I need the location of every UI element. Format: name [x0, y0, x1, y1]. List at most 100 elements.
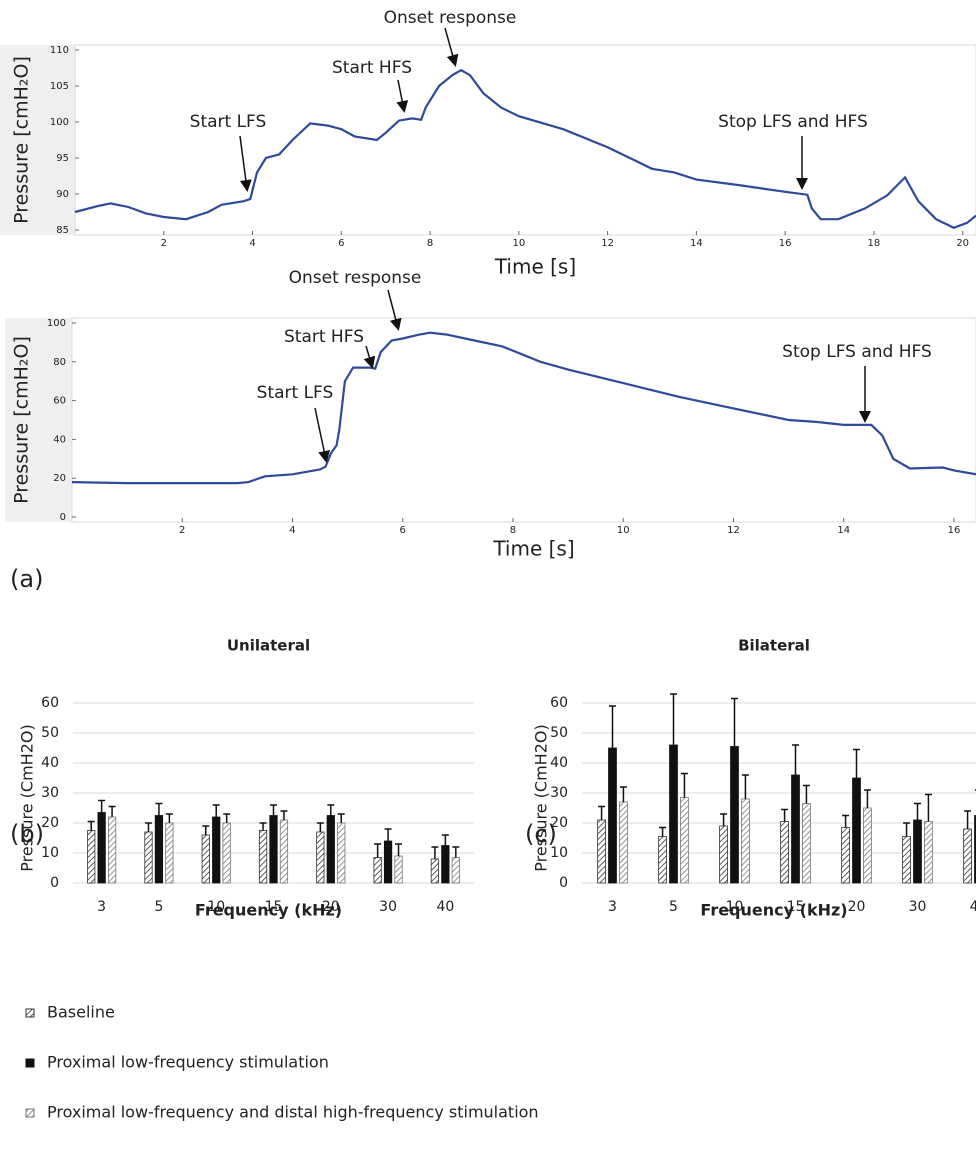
bar	[326, 815, 335, 884]
panel-label: (b)	[10, 820, 44, 848]
legend-swatch	[25, 1008, 35, 1018]
x-tick-label: 16	[779, 238, 792, 249]
x-tick-label: 30	[379, 899, 397, 915]
bar	[924, 821, 933, 884]
plot-area	[74, 44, 976, 236]
bar	[680, 797, 689, 884]
error-bar	[731, 697, 738, 747]
bar	[780, 821, 789, 884]
bar	[154, 815, 164, 884]
bar	[394, 855, 403, 884]
x-tick-label: 20	[322, 899, 340, 915]
chart-title: Unilateral	[227, 637, 310, 655]
x-tick-label: 5	[154, 899, 163, 915]
x-tick-label: 15	[787, 899, 805, 915]
y-tick-label: 20	[550, 815, 568, 831]
error-bar	[924, 793, 932, 822]
error-bar	[384, 828, 392, 841]
bar	[963, 828, 972, 884]
bar	[669, 744, 678, 884]
bar	[741, 798, 750, 884]
bar	[619, 801, 628, 884]
y-tick-label: 30	[550, 785, 568, 801]
x-tick-label: 2	[179, 525, 185, 536]
annotation: Start HFS	[332, 58, 412, 78]
y-tick-label: 40	[41, 755, 59, 771]
bar	[441, 845, 450, 884]
x-tick-label: 30	[909, 899, 927, 915]
bar	[383, 840, 393, 884]
y-tick-label: 0	[50, 875, 59, 891]
y-tick-label: 40	[550, 755, 568, 771]
bar	[451, 857, 460, 884]
y-tick-label: 100	[50, 117, 69, 128]
y-axis-label: Pressure (CmH2O)	[18, 724, 37, 871]
x-tick-label: 12	[727, 525, 740, 536]
error-bar	[720, 813, 728, 826]
x-axis-label: Time [s]	[494, 255, 576, 279]
x-tick-label: 20	[956, 238, 969, 249]
bar	[107, 816, 117, 884]
error-bar	[316, 822, 324, 832]
y-tick-label: 90	[56, 189, 69, 200]
error-bar	[223, 813, 231, 823]
plot-area	[71, 317, 976, 523]
error-bar	[680, 772, 688, 798]
bar	[802, 803, 811, 884]
legend-label: Proximal low-frequency stimulation	[47, 1053, 329, 1072]
y-axis-label: Pressure [cmH₂O]	[11, 336, 33, 504]
error-bar	[452, 846, 460, 858]
data-line	[71, 331, 976, 485]
bar	[430, 858, 440, 884]
y-axis-label: Pressure [cmH₂O]	[11, 56, 33, 224]
y-tick-label: 30	[41, 785, 59, 801]
x-tick-label: 12	[601, 238, 614, 249]
bar	[608, 747, 617, 884]
error-bar	[259, 822, 267, 831]
x-tick-label: 40	[970, 899, 976, 915]
x-tick-label: 3	[608, 899, 617, 915]
y-tick-label: 20	[53, 473, 66, 484]
bar	[87, 830, 96, 884]
y-tick-label: 10	[550, 845, 568, 861]
error-bar	[270, 804, 277, 816]
y-tick-label: 110	[50, 45, 69, 56]
x-tick-label: 6	[400, 525, 406, 536]
error-bar	[374, 843, 382, 858]
bar	[97, 812, 106, 884]
annotation-arrow	[363, 345, 376, 369]
error-bar	[659, 826, 667, 837]
y-tick-label: 50	[41, 725, 59, 741]
annotation: Onset response	[289, 268, 422, 288]
bar	[852, 777, 861, 884]
y-tick-label: 20	[41, 815, 59, 831]
error-bar	[155, 802, 163, 816]
bar	[258, 830, 268, 884]
error-bar	[337, 813, 345, 823]
error-bar	[108, 805, 116, 817]
annotation: Start HFS	[284, 327, 364, 347]
x-tick-label: 3	[97, 899, 106, 915]
x-tick-label: 4	[249, 238, 255, 249]
error-bar	[98, 799, 106, 813]
error-bar	[609, 705, 616, 748]
bar	[279, 819, 289, 884]
error-bar	[842, 814, 850, 828]
bar	[974, 815, 976, 884]
x-tick-label: 10	[512, 238, 525, 249]
y-tick-label: 0	[60, 512, 66, 523]
error-bar	[280, 810, 288, 820]
x-axis-label: Frequency (kHz)	[700, 901, 847, 920]
panel-label: (c)	[525, 820, 557, 848]
y-tick-label: 40	[53, 434, 66, 445]
bar	[269, 815, 278, 884]
annotation: Stop LFS and HFS	[718, 112, 868, 132]
y-tick-label: 80	[53, 357, 66, 368]
error-bar	[327, 804, 335, 816]
x-axis-label: Time [s]	[492, 537, 574, 561]
error-bar	[914, 802, 921, 820]
bar	[913, 819, 922, 884]
y-tick-label: 85	[56, 225, 69, 236]
panel-label: (a)	[10, 565, 43, 593]
